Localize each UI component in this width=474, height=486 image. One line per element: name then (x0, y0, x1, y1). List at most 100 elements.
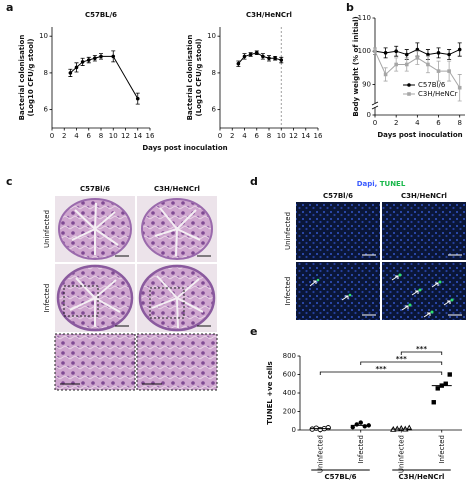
marker (248, 52, 253, 57)
inset-box (63, 285, 99, 317)
row-label: Uninfected (43, 210, 51, 248)
legend-label: C57Bl/6 (418, 81, 446, 89)
chart-title: C57BL/6 (85, 11, 117, 19)
y-tick-label: 0 (292, 426, 296, 434)
y-tick-label: 400 (283, 389, 296, 397)
y-tick-label: 100 (358, 47, 371, 55)
marker (273, 56, 277, 61)
x-axis-label: Days post inoculation (377, 131, 462, 139)
significance-label: *** (416, 345, 427, 353)
significance-label: *** (376, 365, 387, 373)
crypt-folds (71, 202, 119, 255)
column-label: C3H/HeNCrl (154, 185, 200, 193)
marker (447, 372, 452, 377)
scale-bars (60, 255, 211, 385)
y-tick-label: 6 (212, 106, 217, 114)
significance-bracket (400, 351, 443, 355)
marker (99, 54, 103, 59)
inset-box (149, 287, 185, 319)
y-tick-label: 6 (44, 106, 49, 114)
x-tick-label: Infected (357, 435, 365, 464)
stain-tunel: TUNEL (380, 180, 406, 188)
x-tick-label: 10 (109, 132, 118, 140)
marker (394, 49, 398, 53)
significance-label: *** (396, 355, 407, 363)
marker (443, 381, 448, 386)
y-tick-label: 10 (207, 32, 216, 40)
significance-bracket (360, 361, 443, 365)
y-tick-label: 0 (367, 111, 371, 119)
x-tick-label: 8 (457, 119, 461, 127)
marker (383, 51, 388, 55)
marker (279, 58, 284, 62)
marker (254, 50, 259, 55)
marker (394, 62, 398, 67)
panel-label: c (6, 175, 13, 188)
micrograph (382, 202, 466, 260)
x-axis-label: Days post inoculation (142, 144, 227, 152)
marker (435, 386, 440, 391)
y-tick-label: 8 (212, 69, 216, 77)
crypt-folds (154, 207, 201, 257)
marker (74, 65, 79, 70)
x-tick-label: 6 (255, 132, 260, 140)
crypt-folds (69, 277, 121, 327)
y-axis-label: (Log10 CFU/g stool) (195, 39, 203, 117)
y-axis-label: Body weight (% of initial) (352, 16, 360, 116)
panel-label: a (6, 1, 13, 14)
marker (80, 60, 85, 64)
x-tick-label: 8 (267, 132, 271, 140)
y-tick-label: 600 (283, 371, 296, 379)
x-tick-label: 14 (301, 132, 310, 140)
row-label: Infected (284, 277, 292, 306)
x-tick-label: 0 (373, 119, 377, 127)
marker (383, 72, 388, 77)
x-tick-label: Uninfected (397, 435, 405, 473)
y-axis-label: Bacterial colonisation (18, 35, 26, 121)
marker (436, 51, 441, 55)
column-label: C57Bl/6 (80, 185, 110, 193)
x-tick-label: 16 (314, 132, 323, 140)
panel-label: d (250, 175, 258, 188)
histology-panel: C57Bl/6 C3H/HeNCrl Uninfected Infected (43, 185, 218, 391)
x-tick-label: 4 (242, 132, 247, 140)
y-tick-label: 90 (362, 80, 371, 88)
tunel-signal (316, 273, 454, 314)
y-tick-label: 8 (44, 69, 48, 77)
x-tick-label: 4 (74, 132, 79, 140)
scale-bars (362, 254, 462, 316)
y-tick-label: 10 (39, 32, 48, 40)
marker (135, 96, 140, 101)
series-line (70, 55, 139, 99)
x-tick-label: 6 (436, 119, 441, 127)
marker (267, 56, 271, 61)
micrograph (382, 262, 466, 320)
marker (354, 422, 359, 427)
marker (431, 400, 436, 405)
x-tick-label: 12 (289, 132, 298, 140)
inset-micrograph (54, 333, 136, 391)
marker (242, 54, 247, 59)
marker (436, 69, 441, 73)
y-axis-label: TUNEL +ve cells (266, 361, 274, 424)
x-tick-label: 2 (394, 119, 398, 127)
x-tick-label: 12 (121, 132, 130, 140)
marker (447, 52, 451, 57)
stain-legend: Dapi, TUNEL (357, 180, 406, 188)
marker (457, 85, 462, 90)
column-label: C57Bl/6 (323, 192, 353, 200)
crypt-folds (151, 275, 204, 329)
y-tick-label: 200 (283, 408, 296, 416)
marker (457, 47, 462, 52)
x-tick-label: 6 (87, 132, 92, 140)
panel-label: b (346, 1, 354, 14)
panel-label: e (250, 325, 257, 338)
marker (68, 71, 73, 75)
x-tick-label: 2 (230, 132, 234, 140)
x-tick-label: 8 (99, 132, 103, 140)
micrograph (296, 262, 380, 320)
marker (111, 54, 116, 59)
x-tick-label: 0 (50, 132, 54, 140)
column-label: C3H/HeNCrl (401, 192, 447, 200)
